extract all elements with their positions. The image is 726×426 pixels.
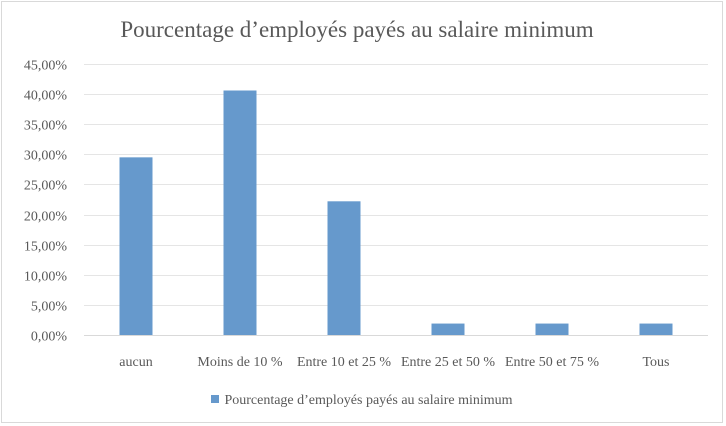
x-tick-label: aucun xyxy=(119,355,152,370)
y-tick-label: 5,00% xyxy=(31,300,68,315)
legend-label: Pourcentage d’employés payés au salaire … xyxy=(224,393,513,408)
x-tick-label: Entre 25 et 50 % xyxy=(401,355,495,370)
y-tick-label: 0,00% xyxy=(31,330,68,345)
bar xyxy=(119,157,153,335)
x-tick-label: Entre 50 et 75 % xyxy=(505,355,599,370)
bar xyxy=(327,201,361,335)
y-tick-label: 35,00% xyxy=(24,119,68,134)
y-tick-label: 15,00% xyxy=(24,240,68,255)
y-tick-label: 30,00% xyxy=(24,149,68,164)
y-tick-label: 40,00% xyxy=(24,89,68,104)
bar xyxy=(639,323,673,335)
bar xyxy=(535,323,569,335)
x-tick-label: Entre 10 et 25 % xyxy=(297,355,391,370)
bar xyxy=(223,90,257,336)
y-tick-label: 10,00% xyxy=(24,270,68,285)
chart-title: Pourcentage d’employés payés au salaire … xyxy=(120,17,594,42)
x-tick-label: Tous xyxy=(642,355,669,370)
y-tick-label: 45,00% xyxy=(24,59,68,74)
y-tick-label: 20,00% xyxy=(24,210,68,225)
y-tick-label: 25,00% xyxy=(24,179,68,194)
x-tick-label: Moins de 10 % xyxy=(197,355,283,370)
legend-swatch xyxy=(211,395,220,403)
bar xyxy=(431,323,465,335)
legend: Pourcentage d’employés payés au salaire … xyxy=(0,393,724,409)
